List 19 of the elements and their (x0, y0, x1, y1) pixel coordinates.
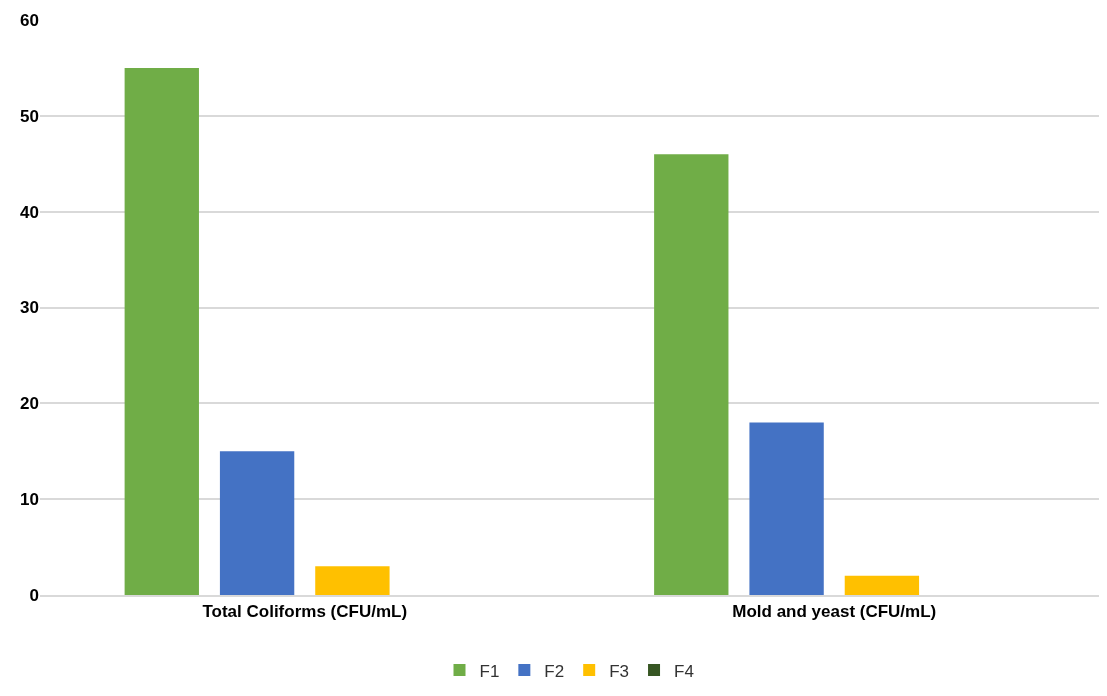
legend-label: F1 (479, 661, 500, 681)
bar (124, 67, 199, 595)
y-tick-label: 40 (20, 202, 39, 222)
bar (654, 154, 729, 595)
x-tick-label: Total Coliforms (CFU/mL) (202, 602, 408, 622)
y-tick-label: 10 (20, 490, 39, 510)
bar (219, 451, 295, 595)
legend-label: F3 (609, 661, 630, 681)
bar (315, 566, 390, 595)
y-tick-label: 20 (20, 394, 39, 414)
x-tick-label: Mold and yeast (CFU/mL) (732, 602, 937, 622)
legend-label: F2 (544, 661, 565, 681)
y-tick-label: 50 (20, 106, 39, 126)
y-tick-label: 30 (20, 298, 39, 318)
y-tick-label: 60 (20, 10, 39, 30)
y-tick-label: 0 (29, 585, 39, 605)
legend-label: F4 (674, 661, 694, 681)
bar (844, 575, 920, 595)
bar (749, 422, 824, 595)
